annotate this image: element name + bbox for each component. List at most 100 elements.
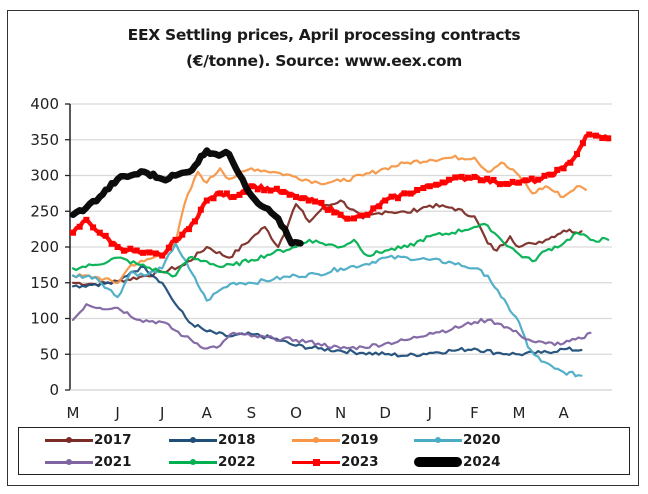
marker-2023 [203,197,210,204]
marker-2023 [152,250,159,257]
marker-2023 [439,179,446,186]
legend-label: 2023 [341,454,379,470]
marker-2023 [230,193,237,200]
marker-2023 [179,231,186,238]
series-line-2023 [70,132,611,259]
marker-2023 [509,178,516,185]
y-tick-label: 300 [30,167,59,185]
x-tick-label: J [427,404,432,422]
marker-2023 [159,252,166,259]
marker-2023 [248,183,255,190]
legend-swatch-2022 [169,456,217,468]
marker-2023 [70,229,76,236]
y-tick-label: 0 [49,381,59,399]
legend-label: 2021 [94,454,132,470]
marker-2023 [267,187,274,194]
legend-item-2018: 2018 [169,429,256,451]
marker-2023 [172,236,179,243]
legend-item-2024: 2024 [414,451,501,473]
marker-2023 [445,176,452,183]
x-tick-label: A [558,404,569,422]
marker-2023 [191,218,198,225]
legend-label: 2024 [463,454,501,470]
marker-2023 [579,140,586,147]
legend-label: 2022 [218,454,256,470]
marker-2023 [477,177,484,184]
legend-item-2017: 2017 [45,429,132,451]
chart-frame [7,10,639,486]
legend-item-2020: 2020 [414,429,501,451]
axes [69,104,612,391]
legend-swatch-2018 [169,434,217,446]
legend-label: 2019 [341,432,379,448]
marker-2023 [560,165,567,172]
series-line-2018 [71,265,583,358]
x-tick-label: D [379,404,391,422]
marker-2023 [254,186,261,193]
marker-2023 [426,183,433,190]
x-tick-label: J [114,404,119,422]
marker-2023 [573,151,580,158]
y-tick-label: 50 [40,345,59,363]
y-tick-label: 200 [30,238,59,256]
marker-2023 [420,185,427,192]
legend-swatch-2024 [414,456,462,468]
marker-2023 [484,175,491,182]
marker-2023 [102,232,109,239]
marker-2023 [370,205,377,212]
marker-2023 [394,195,401,202]
legend-item-2021: 2021 [45,451,132,473]
marker-2023 [516,179,522,186]
x-tick-label: A [202,404,213,422]
x-tick-label: M [67,404,80,422]
marker-2023 [528,175,535,182]
legend-label: 2018 [218,432,256,448]
legend-label: 2020 [463,432,501,448]
y-tick-label: 400 [30,95,59,113]
marker-2023 [108,240,115,247]
marker-2023 [535,176,542,183]
marker-2023 [407,190,414,197]
marker-2023 [236,191,243,198]
marker-2023 [273,185,280,192]
marker-2023 [541,172,548,179]
marker-2023 [146,249,153,256]
x-tick-label: J [159,404,164,422]
series-line-2024 [69,147,304,247]
series-line-2022 [71,222,610,278]
marker-2023 [133,247,140,254]
gridlines [70,103,612,355]
marker-2023 [114,244,121,250]
marker-2023 [120,247,127,254]
marker-2023 [96,229,103,236]
marker-2023 [350,215,357,222]
marker-2023 [433,181,440,188]
marker-2023 [567,159,574,166]
marker-2023 [337,211,344,218]
marker-2023 [414,186,421,193]
marker-2023 [331,209,338,216]
x-tick-label: F [470,404,479,422]
marker-2023 [547,171,554,178]
marker-2023 [344,215,351,222]
x-tick-label: N [335,404,346,422]
marker-2023 [490,176,497,183]
y-tick-label: 250 [30,202,59,220]
marker-2023 [599,135,606,142]
marker-2023 [280,188,287,195]
marker-2023 [76,223,83,230]
marker-2023 [217,190,224,197]
x-tick-label: O [290,404,302,422]
legend-label: 2017 [94,432,132,448]
marker-2023 [140,249,147,256]
marker-2023 [223,190,230,197]
series-line-2020 [71,242,583,378]
legend-item-2019: 2019 [292,429,379,451]
legend-swatch-2021 [45,456,93,468]
marker-2023 [382,197,389,204]
marker-2023 [401,190,408,197]
marker-2023 [299,195,306,202]
legend: 2017 2018 2019 2020 2021 2022 2023 2024 [18,427,630,475]
series-lines [69,131,612,378]
legend-swatch-2019 [292,434,340,446]
